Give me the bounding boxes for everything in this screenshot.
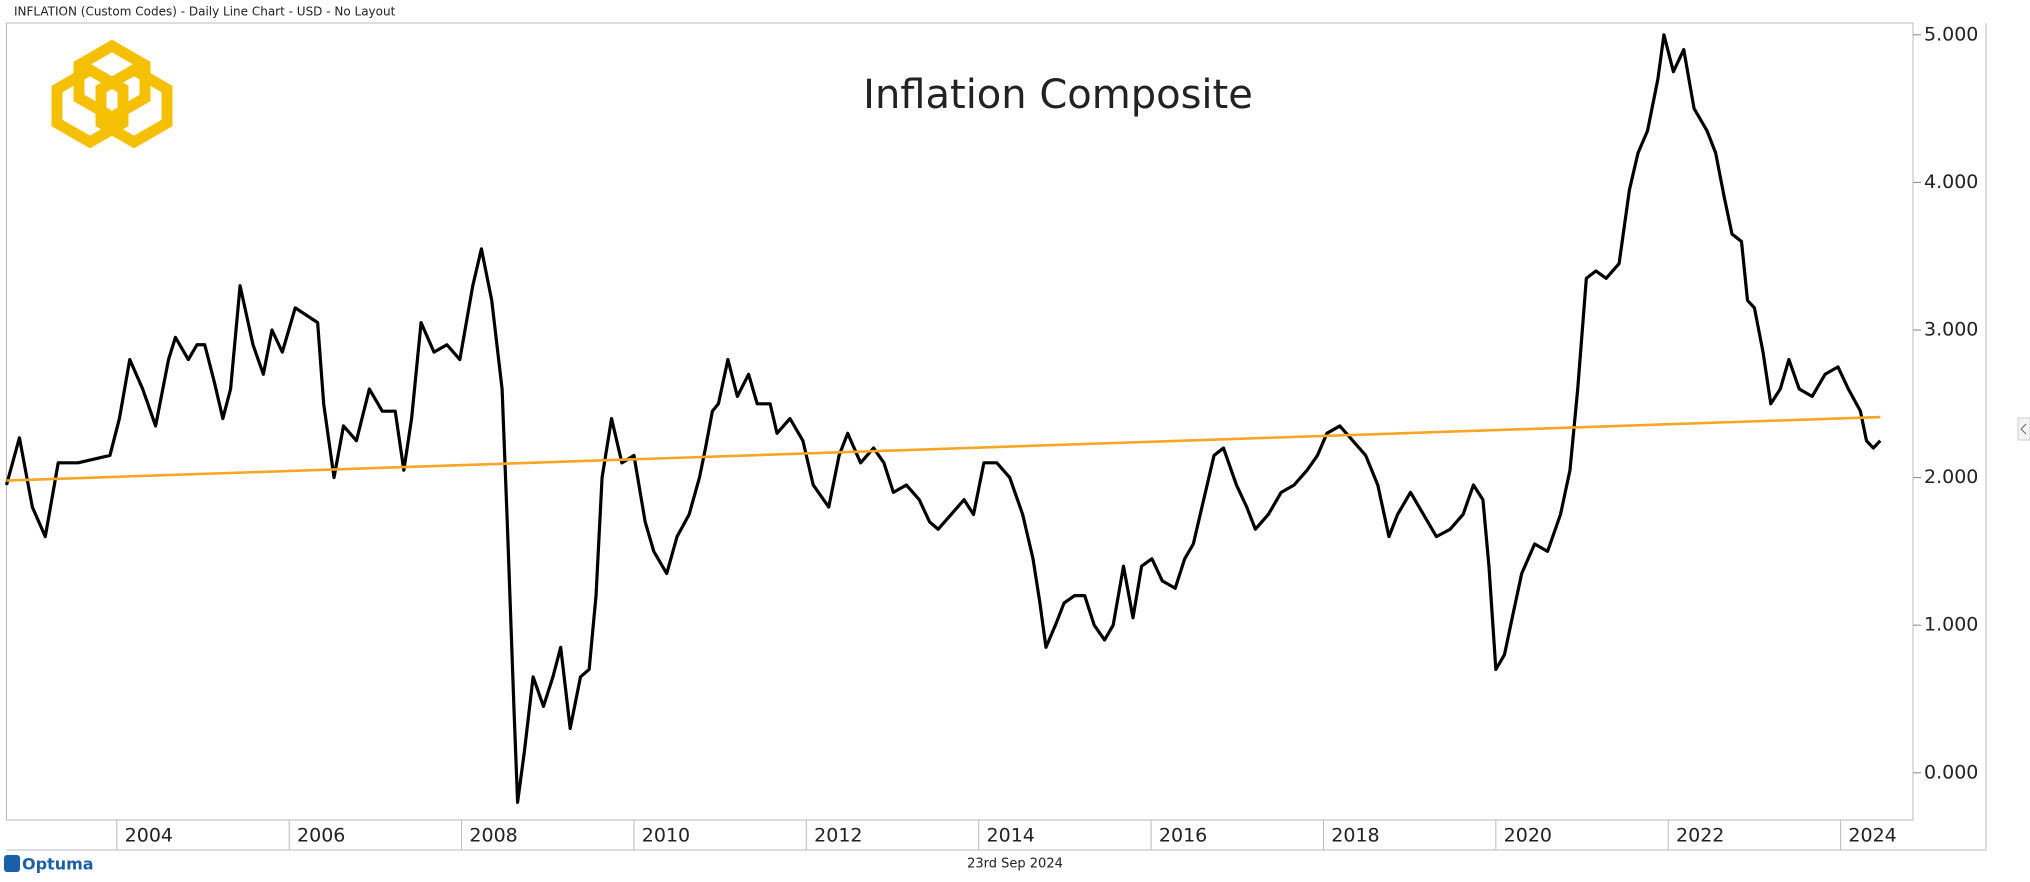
brand: Optuma <box>22 855 94 874</box>
y-tick-label: 5.000 <box>1924 23 1978 45</box>
y-tick-label: 2.000 <box>1924 466 1978 488</box>
y-tick-label: 0.000 <box>1924 761 1978 783</box>
y-tick-label: 1.000 <box>1924 614 1978 636</box>
x-tick-label: 2022 <box>1676 825 1724 847</box>
logo <box>51 39 173 149</box>
plot-frame <box>6 22 1914 821</box>
x-tick-label: 2018 <box>1331 825 1379 847</box>
x-tick-label: 2020 <box>1504 825 1552 847</box>
date-text: 23rd Sep 2024 <box>967 857 1063 872</box>
side-tab-arrow <box>2020 423 2027 435</box>
x-tick-label: 2016 <box>1159 825 1207 847</box>
chart-title: Inflation Composite <box>863 72 1253 118</box>
header-text: INFLATION (Custom Codes) - Daily Line Ch… <box>14 5 396 19</box>
line-series <box>4 33 1882 804</box>
line-series <box>6 415 1881 482</box>
x-tick-label: 2024 <box>1848 825 1896 847</box>
y-tick-label: 3.000 <box>1924 318 1978 340</box>
brand-icon <box>4 855 20 872</box>
x-tick-label: 2006 <box>297 825 345 847</box>
x-tick-label: 2012 <box>814 825 862 847</box>
side-tab[interactable] <box>2017 417 2030 441</box>
x-tick-label: 2010 <box>642 825 690 847</box>
x-tick-label: 2014 <box>987 825 1035 847</box>
y-tick-label: 4.000 <box>1924 171 1978 193</box>
x-tick-label: 2004 <box>125 825 173 847</box>
x-tick-label: 2008 <box>469 825 517 847</box>
